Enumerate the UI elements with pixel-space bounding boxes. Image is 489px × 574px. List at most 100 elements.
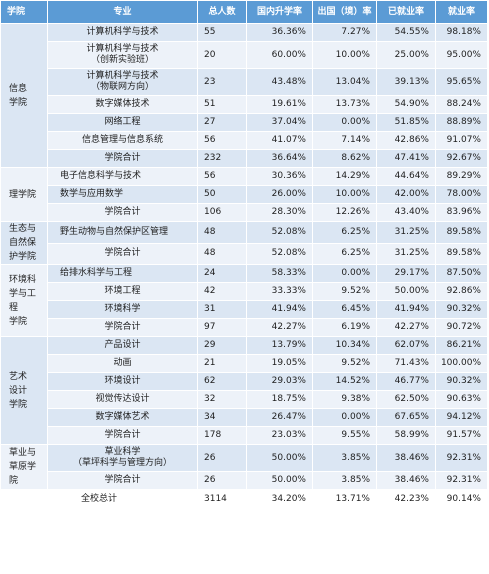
employed-rate-cell: 51.85% xyxy=(376,113,436,132)
total-cell: 232 xyxy=(197,149,247,168)
major-cell: 网络工程 xyxy=(47,113,198,132)
employed-rate-cell: 42.27% xyxy=(376,318,436,337)
table-row: 信息管理与信息系统 56 41.07% 7.14% 42.86% 91.07% xyxy=(1,131,488,150)
domestic-rate-cell: 43.48% xyxy=(246,68,313,96)
employment-statistics-table: 学院 专业 总人数 国内升学率 出国（境）率 已就业率 就业率 信息 学院 计算机科… xyxy=(0,0,488,509)
domestic-rate-cell: 52.08% xyxy=(246,221,313,244)
college-cell: 草业与 草原学院 xyxy=(0,444,48,490)
employed-rate-cell: 39.13% xyxy=(376,68,436,96)
domestic-rate-cell: 28.30% xyxy=(246,203,313,222)
major-cell: 数字媒体艺术 xyxy=(47,408,198,427)
domestic-rate-cell: 18.75% xyxy=(246,390,313,409)
college-cell: 环境科 学与工程学院 xyxy=(0,264,48,337)
total-cell: 32 xyxy=(197,390,247,409)
abroad-rate-cell: 14.29% xyxy=(312,167,377,186)
total-cell: 34 xyxy=(197,408,247,427)
employment-rate-cell: 86.21% xyxy=(435,336,488,355)
major-cell: 产品设计 xyxy=(47,336,198,355)
employed-rate-cell: 54.90% xyxy=(376,95,436,114)
employed-rate-cell: 25.00% xyxy=(376,41,436,69)
table-row: 环境工程 42 33.33% 9.52% 50.00% 92.86% xyxy=(1,282,488,301)
employment-rate-cell: 89.58% xyxy=(435,221,488,244)
table-row: 草业与 草原学院草业科学 （草坪科学与管理方向） 26 50.00% 3.85% 38.46… xyxy=(0,444,488,490)
employed-rate-cell: 29.17% xyxy=(376,264,436,283)
total-cell: 48 xyxy=(197,221,247,244)
total-cell: 51 xyxy=(197,95,247,114)
employment-rate-cell: 98.18% xyxy=(435,23,488,42)
abroad-rate-cell: 13.04% xyxy=(312,68,377,96)
employment-rate-cell: 95.00% xyxy=(435,41,488,69)
domestic-rate-cell: 36.64% xyxy=(246,149,313,168)
employment-rate-cell: 90.63% xyxy=(435,390,488,409)
employed-rate-cell: 31.25% xyxy=(376,242,436,265)
total-cell: 106 xyxy=(197,203,247,222)
employment-rate-cell: 92.31% xyxy=(435,471,488,490)
abroad-rate-cell: 9.55% xyxy=(312,426,377,445)
employed-rate-cell: 42.86% xyxy=(376,131,436,150)
college-cell: 信息 学院 xyxy=(0,23,48,168)
table-row: 数学与应用数学 50 26.00% 10.00% 42.00% 78.00% xyxy=(1,185,488,204)
domestic-rate-cell: 41.07% xyxy=(246,131,313,150)
total-cell: 42 xyxy=(197,282,247,301)
employment-rate-cell: 89.29% xyxy=(435,167,488,186)
domestic-rate-cell: 33.33% xyxy=(246,282,313,301)
college-cell: 艺术 设计 学院 xyxy=(0,336,48,445)
employed-rate-cell: 50.00% xyxy=(376,282,436,301)
employment-rate-cell: 91.57% xyxy=(435,426,488,445)
domestic-rate-cell: 30.36% xyxy=(246,167,313,186)
major-cell: 动画 xyxy=(47,354,198,373)
table-row: 网络工程 27 37.04% 0.00% 51.85% 88.89% xyxy=(1,113,488,132)
header-major: 专业 xyxy=(47,0,198,24)
table-row: 生态与 自然保 护学院 野生动物与自然保护区管理 48 52.08% 6.25% 31.25%… xyxy=(0,221,488,265)
total-cell: 56 xyxy=(197,167,247,186)
table-row: 计算机科学与技术 （物联网方向） 23 43.48% 13.04% 39.13% 95.65… xyxy=(1,68,488,96)
abroad-rate-cell: 9.52% xyxy=(312,354,377,373)
grand-total-label: 全校总计 xyxy=(0,489,198,509)
grand-total-row: 全校总计 3114 34.20% 13.71% 42.23% 90.14% xyxy=(0,489,488,509)
table-row: 学院合计 48 52.08% 6.25% 31.25% 89.58% xyxy=(1,242,488,265)
table-header: 学院 专业 总人数 国内升学率 出国（境）率 已就业率 就业率 xyxy=(0,0,488,24)
employment-rate-cell: 90.32% xyxy=(435,300,488,319)
abroad-rate-cell: 6.19% xyxy=(312,318,377,337)
table-row: 环境设计 62 29.03% 14.52% 46.77% 90.32% xyxy=(1,372,488,391)
major-cell: 学院合计 xyxy=(47,203,198,222)
college-cell: 理学院 xyxy=(0,167,48,222)
table-row: 学院合计 178 23.03% 9.55% 58.99% 91.57% xyxy=(1,426,488,445)
employment-rate-cell: 87.50% xyxy=(435,264,488,283)
employed-rate-cell: 46.77% xyxy=(376,372,436,391)
domestic-rate-cell: 23.03% xyxy=(246,426,313,445)
table-row: 学院合计 232 36.64% 8.62% 47.41% 92.67% xyxy=(1,149,488,168)
major-cell: 计算机科学与技术 （创新实验班） xyxy=(47,41,198,69)
domestic-rate-cell: 29.03% xyxy=(246,372,313,391)
abroad-rate-cell: 0.00% xyxy=(312,408,377,427)
major-cell: 环境设计 xyxy=(47,372,198,391)
total-cell: 21 xyxy=(197,354,247,373)
header-domestic-rate: 国内升学率 xyxy=(246,0,313,24)
domestic-rate-cell: 26.00% xyxy=(246,185,313,204)
employment-rate-cell: 83.96% xyxy=(435,203,488,222)
employment-rate-cell: 92.31% xyxy=(435,444,488,472)
domestic-rate-cell: 19.61% xyxy=(246,95,313,114)
employed-rate-cell: 41.94% xyxy=(376,300,436,319)
domestic-rate-cell: 13.79% xyxy=(246,336,313,355)
table-body: 信息 学院 计算机科学与技术 55 36.36% 7.27% 54.55% 98.18% 计算机… xyxy=(0,23,488,509)
abroad-rate-cell: 10.00% xyxy=(312,185,377,204)
employed-rate-cell: 44.64% xyxy=(376,167,436,186)
grand-total-employment-rate: 90.14% xyxy=(435,489,488,509)
domestic-rate-cell: 26.47% xyxy=(246,408,313,427)
table-row: 学院合计 97 42.27% 6.19% 42.27% 90.72% xyxy=(1,318,488,337)
table-row: 环境科 学与工程学院 给排水科学与工程 24 58.33% 0.00% 29.17% 87.5… xyxy=(0,264,488,337)
header-college: 学院 xyxy=(0,0,48,24)
abroad-rate-cell: 13.73% xyxy=(312,95,377,114)
major-cell: 信息管理与信息系统 xyxy=(47,131,198,150)
total-cell: 24 xyxy=(197,264,247,283)
employment-rate-cell: 90.32% xyxy=(435,372,488,391)
abroad-rate-cell: 7.27% xyxy=(312,23,377,42)
header-total: 总人数 xyxy=(197,0,247,24)
major-cell: 计算机科学与技术 xyxy=(47,23,198,42)
domestic-rate-cell: 19.05% xyxy=(246,354,313,373)
employed-rate-cell: 47.41% xyxy=(376,149,436,168)
employment-rate-cell: 91.07% xyxy=(435,131,488,150)
abroad-rate-cell: 10.00% xyxy=(312,41,377,69)
